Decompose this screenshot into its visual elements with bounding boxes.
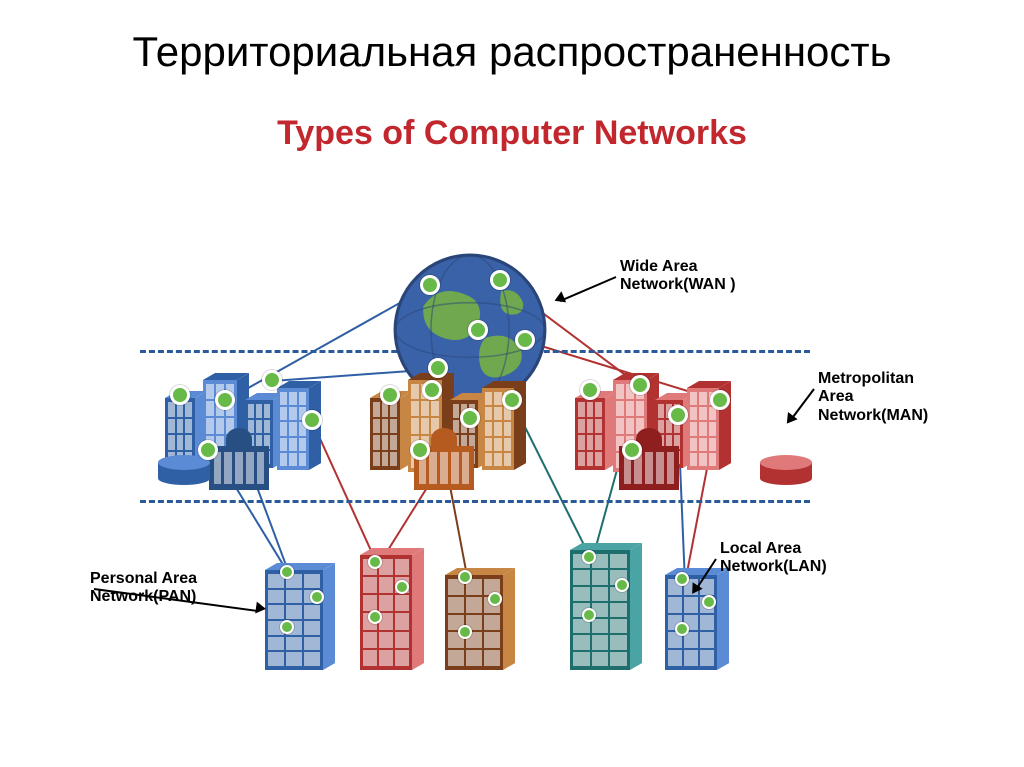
- arrowhead-icon: [255, 602, 267, 615]
- network-node: [468, 320, 488, 340]
- building-icon: [265, 570, 335, 670]
- network-node: [490, 270, 510, 290]
- disc-icon: [158, 455, 210, 485]
- network-node: [215, 390, 235, 410]
- network-node: [368, 610, 382, 624]
- network-node: [368, 555, 382, 569]
- network-node: [582, 550, 596, 564]
- network-node: [710, 390, 730, 410]
- network-node: [702, 595, 716, 609]
- network-node: [580, 380, 600, 400]
- building-icon: [570, 550, 642, 670]
- label-man: Metropolitan Area Network(MAN): [818, 370, 928, 425]
- network-node: [262, 370, 282, 390]
- network-node: [458, 625, 472, 639]
- network-node: [428, 358, 448, 378]
- network-node: [395, 580, 409, 594]
- network-node: [302, 410, 322, 430]
- network-node: [502, 390, 522, 410]
- network-node: [515, 330, 535, 350]
- network-node: [582, 608, 596, 622]
- connection-line: [560, 276, 617, 302]
- network-node: [198, 440, 218, 460]
- network-node: [410, 440, 430, 460]
- network-node: [420, 275, 440, 295]
- building-icon: [445, 575, 515, 670]
- tier-divider: [140, 500, 810, 503]
- network-node: [280, 620, 294, 634]
- network-node: [460, 408, 480, 428]
- network-node: [280, 565, 294, 579]
- dome-building-icon: [209, 428, 269, 490]
- label-lan: Local Area Network(LAN): [720, 540, 827, 577]
- label-wan: Wide Area Network(WAN ): [620, 258, 736, 295]
- network-node: [668, 405, 688, 425]
- connection-line: [311, 421, 379, 567]
- network-node: [630, 375, 650, 395]
- building-icon: [575, 398, 617, 470]
- network-node: [458, 570, 472, 584]
- network-node: [170, 385, 190, 405]
- network-node: [675, 572, 689, 586]
- network-node: [380, 385, 400, 405]
- arrowhead-icon: [552, 291, 566, 306]
- network-node: [488, 592, 502, 606]
- network-diagram: Wide Area Network(WAN ) Metropolitan Area…: [0, 0, 1024, 767]
- building-icon: [370, 398, 412, 470]
- network-node: [622, 440, 642, 460]
- network-node: [310, 590, 324, 604]
- disc-icon: [760, 455, 812, 485]
- network-node: [675, 622, 689, 636]
- network-node: [615, 578, 629, 592]
- network-node: [422, 380, 442, 400]
